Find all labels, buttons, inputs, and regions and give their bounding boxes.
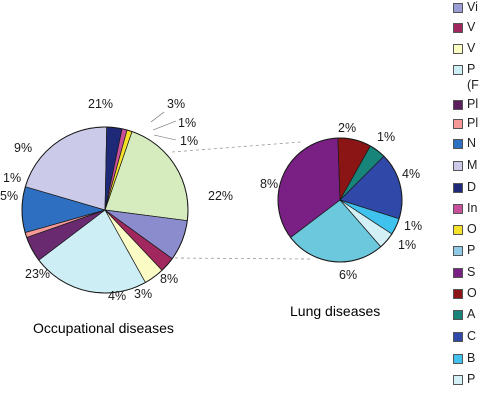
legend-swatch: [453, 375, 463, 385]
slice-percent-label: 4%: [108, 289, 126, 303]
legend-label: A: [467, 307, 476, 321]
legend-label: N: [467, 136, 477, 150]
legend-swatch: [453, 100, 463, 110]
legend-label: Pl: [467, 116, 479, 130]
slice-percent-label: 23%: [25, 267, 50, 281]
legend-swatch: [453, 183, 463, 193]
legend-swatch: [453, 310, 463, 320]
legend-swatch: [453, 44, 463, 54]
connector-lines: [171, 141, 312, 260]
lung-pie: 4% 1% 1% 6% 8% 2% 1%: [260, 121, 422, 282]
pie-outline: [277, 137, 403, 263]
legend-swatch: [453, 65, 463, 75]
slice-percent-label: 8%: [260, 177, 278, 191]
legend-label: M: [467, 158, 478, 172]
slice-percent-label: 21%: [88, 97, 113, 111]
slice-percent-label: 9%: [14, 141, 32, 155]
legend-label: Pl: [467, 97, 479, 111]
legend-label: P: [467, 62, 476, 76]
legend-swatch: [453, 161, 463, 171]
slice-percent-label: 2%: [338, 121, 356, 135]
slice-percent-label: 4%: [402, 167, 420, 181]
legend-swatch: [453, 246, 463, 256]
slice-percent-label: 6%: [339, 268, 357, 282]
legend-label: V: [467, 41, 476, 55]
slice-percent-label: 1%: [3, 171, 21, 185]
legend-swatch: [453, 268, 463, 278]
legend-label: In: [467, 201, 478, 215]
slice-percent-label: 1%: [178, 116, 196, 130]
legend-label: Vi: [467, 0, 478, 14]
legend-label: S: [467, 265, 476, 279]
legend-label: B: [467, 351, 476, 365]
legend-label: O: [467, 286, 477, 300]
slice-percent-label: 8%: [160, 272, 178, 286]
legend-swatch: [453, 354, 463, 364]
legend-swatch: [453, 3, 463, 13]
legend-label: D: [467, 180, 477, 194]
connector-line: [174, 257, 312, 260]
slice-percent-label: 3%: [134, 287, 152, 301]
legend-label: V: [467, 20, 476, 34]
legend-label: O: [467, 222, 477, 236]
legend-swatch: [453, 204, 463, 214]
legend-label: P: [467, 243, 476, 257]
leader-line: [150, 111, 165, 123]
slice-percent-label: 1%: [404, 219, 422, 233]
legend: Vi V V P (F Pl Pl N M D In O P S O A C B P: [451, 0, 481, 400]
slice-percent-label: 1%: [180, 134, 198, 148]
legend-swatch: [453, 119, 463, 129]
pie-title-occupational: Occupational diseases: [33, 320, 174, 336]
legend-swatch: [453, 139, 463, 149]
legend-label: (F: [467, 78, 479, 92]
legend-swatch: [453, 332, 463, 342]
slice-percent-label: 3%: [167, 97, 185, 111]
pie-title-lung: Lung diseases: [290, 303, 381, 319]
leader-line: [152, 120, 177, 131]
slice-percent-label: 1%: [377, 130, 395, 144]
legend-label: C: [467, 329, 477, 343]
slice-percent-label: 1%: [398, 238, 416, 252]
legend-label: P: [467, 372, 476, 386]
occupational-pie: 22% 8% 3% 4% 23% 5% 1% 9% 21% 3% 1% 1%: [0, 97, 233, 303]
slice-percent-label: 5%: [0, 189, 18, 203]
pie-outline: [21, 126, 189, 294]
legend-swatch: [453, 289, 463, 299]
legend-swatch: [453, 23, 463, 33]
slice-percent-label: 22%: [208, 189, 233, 203]
leader-line: [153, 134, 177, 141]
legend-swatch: [453, 225, 463, 235]
